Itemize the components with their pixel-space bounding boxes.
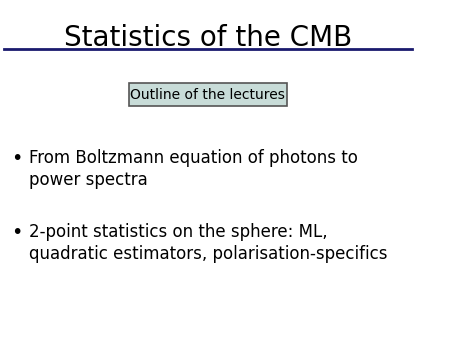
Text: 2-point statistics on the sphere: ML,
quadratic estimators, polarisation-specifi: 2-point statistics on the sphere: ML, qu… [29, 223, 387, 263]
Text: Outline of the lectures: Outline of the lectures [130, 88, 285, 102]
Text: •: • [11, 149, 22, 168]
FancyBboxPatch shape [129, 83, 287, 106]
Text: •: • [11, 223, 22, 242]
Text: From Boltzmann equation of photons to
power spectra: From Boltzmann equation of photons to po… [29, 149, 358, 189]
Text: Statistics of the CMB: Statistics of the CMB [64, 24, 352, 52]
